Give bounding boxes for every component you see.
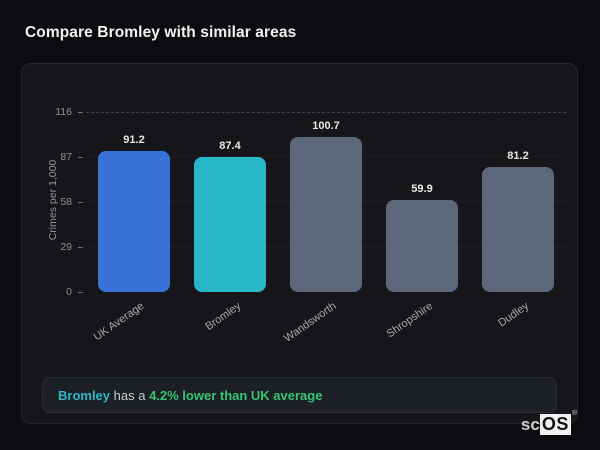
bar-group-bromley: 87.4 [182, 113, 278, 292]
plot-area: 91.2 87.4 100.7 59.9 81.2 [86, 112, 566, 292]
chart-card: Crimes per 1,000 0 29 58 87 116 91.2 87.… [21, 63, 578, 424]
x-tick-label-wandsworth: Wandsworth [282, 300, 339, 345]
callout-highlight: 4.2% lower than UK average [149, 387, 323, 403]
bar-value-label: 87.4 [219, 140, 241, 153]
bar-uk-average[interactable] [98, 151, 170, 292]
tick-mark [78, 292, 83, 293]
scos-logo-box: OS [539, 414, 571, 435]
bar-group-shropshire: 59.9 [374, 113, 470, 292]
y-tick-29: 29 [22, 241, 84, 253]
bar-shropshire[interactable] [386, 199, 458, 292]
x-tick-label-dudley: Dudley [495, 300, 531, 330]
bar-wandsworth[interactable] [290, 136, 362, 292]
bar-value-label: 59.9 [411, 182, 433, 195]
registered-trademark-icon: ® [571, 410, 577, 417]
bar-value-label: 100.7 [312, 119, 340, 132]
x-tick-label-shropshire: Shropshire [384, 300, 435, 341]
bar-bromley[interactable] [194, 157, 266, 292]
tick-mark [78, 112, 83, 113]
bar-group-uk-average: 91.2 [86, 113, 182, 292]
tick-mark [78, 247, 83, 248]
y-tick-58: 58 [22, 196, 84, 208]
x-tick-label-uk-average: UK Average [92, 300, 147, 344]
y-tick-87: 87 [22, 151, 84, 163]
bar-dudley[interactable] [482, 166, 554, 292]
callout-text: has a [110, 387, 150, 403]
bar-group-wandsworth: 100.7 [278, 113, 374, 292]
y-tick-label: 29 [60, 241, 72, 253]
y-tick-label: 58 [60, 196, 72, 208]
bar-series: 91.2 87.4 100.7 59.9 81.2 [86, 113, 566, 292]
y-tick-label: 0 [66, 286, 72, 298]
bar-group-dudley: 81.2 [470, 113, 566, 292]
tick-mark [78, 157, 83, 158]
y-tick-0: 0 [22, 286, 84, 298]
tick-mark [78, 202, 83, 203]
y-tick-116: 116 [22, 106, 84, 118]
scos-logo-prefix: sc [520, 415, 540, 434]
scos-logo: sc OS ® [520, 410, 577, 435]
bar-value-label: 91.2 [123, 134, 145, 147]
y-tick-label: 87 [60, 151, 72, 163]
x-tick-label-bromley: Bromley [202, 300, 243, 333]
callout-subject: Bromley [58, 387, 111, 403]
summary-callout: Bromley has a 4.2% lower than UK average [42, 377, 557, 413]
bar-value-label: 81.2 [507, 149, 529, 162]
page-title: Compare Bromley with similar areas [25, 24, 297, 41]
y-tick-label: 116 [55, 106, 72, 118]
